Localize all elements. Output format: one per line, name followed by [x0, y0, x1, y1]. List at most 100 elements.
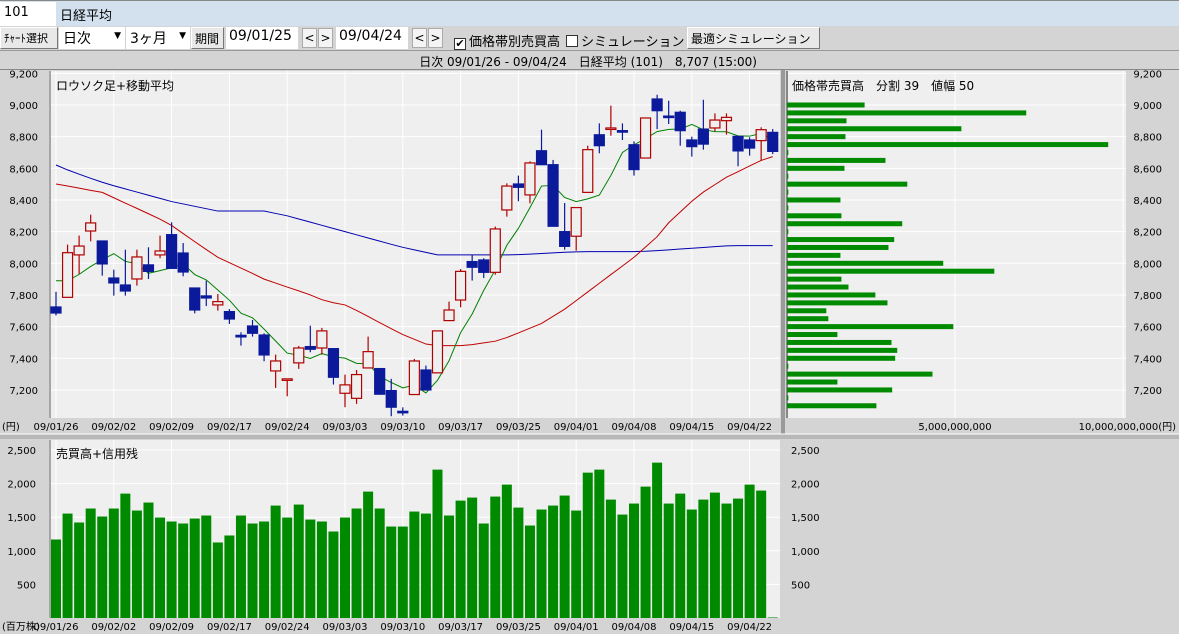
interval-select[interactable]: 日次 ▼ [59, 27, 125, 49]
volume-bar [409, 511, 420, 618]
date-tick-label: 09/02/09 [149, 422, 194, 433]
profile-bar [787, 165, 845, 171]
candle-up [316, 330, 328, 349]
volume-date-tick-label: 09/04/22 [727, 622, 772, 633]
volume-bar [316, 521, 327, 618]
profile-bar [787, 316, 829, 322]
profile-bar [787, 363, 789, 369]
date-tick-label: 09/03/10 [380, 422, 425, 433]
chart-select-button[interactable]: ﾁｬｰﾄ選択 [0, 27, 58, 49]
volume-bar [686, 509, 697, 618]
volume-bar [767, 617, 778, 618]
date-tick-label: 09/01/26 [34, 422, 79, 433]
candle-down [663, 115, 675, 119]
symbol-name: 日経平均 [60, 9, 113, 24]
simulation-checkbox[interactable]: シミュレーション [566, 31, 684, 50]
profile-bar [787, 102, 865, 108]
price-tick-label: 8,800 [9, 133, 38, 144]
to-prev-button[interactable]: < [412, 28, 427, 48]
candle-down [108, 277, 120, 284]
volume-bar [467, 497, 478, 618]
price-volume-checkbox[interactable]: ✔ 価格帯別売買高 [454, 31, 560, 50]
volume-bar [74, 522, 85, 618]
span-select[interactable]: 3ヶ月 ▼ [126, 27, 190, 49]
candle-up [85, 222, 97, 232]
volume-bar [340, 517, 350, 618]
profile-bar [787, 332, 838, 338]
candle-down [767, 131, 779, 152]
from-date-input[interactable]: 09/01/25 [226, 27, 298, 49]
volume-bar [559, 495, 570, 618]
candle-up [455, 270, 467, 301]
volume-bar [166, 521, 177, 618]
price-volume-label: 価格帯別売買高 [469, 35, 561, 50]
volume-bar [629, 503, 639, 618]
optimal-simulation-button[interactable]: 最適シミュレーション [687, 27, 820, 49]
profile-bar [787, 221, 903, 227]
volume-bar [524, 525, 535, 618]
candle-down [466, 260, 478, 268]
volume-date-tick-label: 09/04/01 [554, 622, 599, 633]
from-prev-button[interactable]: < [302, 28, 317, 48]
volume-bar [536, 509, 547, 618]
to-next-button[interactable]: > [428, 28, 443, 48]
volume-bar [432, 469, 443, 618]
candle-up [570, 206, 582, 237]
profile-bar [787, 118, 847, 124]
candle-down [385, 389, 397, 408]
profile-price-tick-label: 7,400 [1133, 354, 1162, 365]
candle-up [270, 360, 282, 372]
period-button[interactable]: 期間 [191, 27, 224, 49]
volume-tick-label: 1,500 [7, 513, 36, 524]
span-value: 3ヶ月 [130, 31, 167, 47]
profile-bar [787, 284, 849, 290]
candle-up [524, 162, 536, 196]
date-tick-label: 09/04/01 [554, 422, 599, 433]
from-next-button[interactable]: > [318, 28, 333, 48]
candle-down [200, 295, 212, 299]
volume-bar [733, 498, 744, 618]
volume-bar [617, 514, 628, 618]
profile-bar [787, 276, 842, 282]
candle-down [420, 369, 432, 391]
volume-date-tick-label: 09/02/09 [149, 622, 194, 633]
volume-bar [455, 500, 466, 618]
volume-bar [478, 523, 489, 618]
candle-up [131, 256, 143, 280]
candle-up [154, 250, 166, 256]
volume-date-tick-label: 09/04/15 [669, 622, 714, 633]
profile-bar [787, 300, 888, 306]
volume-bar [675, 493, 686, 618]
candle-up [501, 185, 513, 211]
candle-down [697, 128, 709, 145]
to-date-input[interactable]: 09/04/24 [336, 27, 408, 49]
info-bar: 日次 09/01/26 - 09/04/24 日経平均 (101) 8,707 … [0, 51, 1179, 70]
profile-bar [787, 149, 789, 155]
volume-bar [420, 513, 431, 618]
symbol-bar: 101 日経平均 [0, 0, 1179, 26]
candle-down [235, 334, 247, 338]
profile-price-tick-label: 8,000 [1133, 259, 1162, 270]
simulation-label: シミュレーション [581, 35, 685, 50]
chart-info-text: 日次 09/01/26 - 09/04/24 日経平均 (101) 8,707 … [419, 55, 757, 69]
checkbox-icon [566, 35, 578, 47]
profile-bar [787, 268, 995, 274]
profile-bar [787, 355, 896, 361]
volume-bar [178, 523, 189, 618]
symbol-code-input[interactable]: 101 [0, 2, 56, 26]
candle-down [177, 252, 189, 273]
candle-up [639, 117, 652, 159]
candle-up [61, 252, 74, 298]
candle-down [651, 98, 663, 112]
volume-bar [363, 491, 374, 618]
volume-tick-label: 1,000 [7, 547, 36, 558]
candle-down [246, 325, 259, 334]
volume-bar [97, 516, 108, 618]
volume-bar [582, 472, 593, 618]
profile-bar [787, 324, 954, 330]
profile-bar [787, 197, 841, 203]
candle-up [212, 301, 224, 306]
profile-bar [787, 173, 789, 179]
volume-date-tick-label: 09/04/08 [612, 622, 657, 633]
volume-bar [663, 503, 674, 618]
